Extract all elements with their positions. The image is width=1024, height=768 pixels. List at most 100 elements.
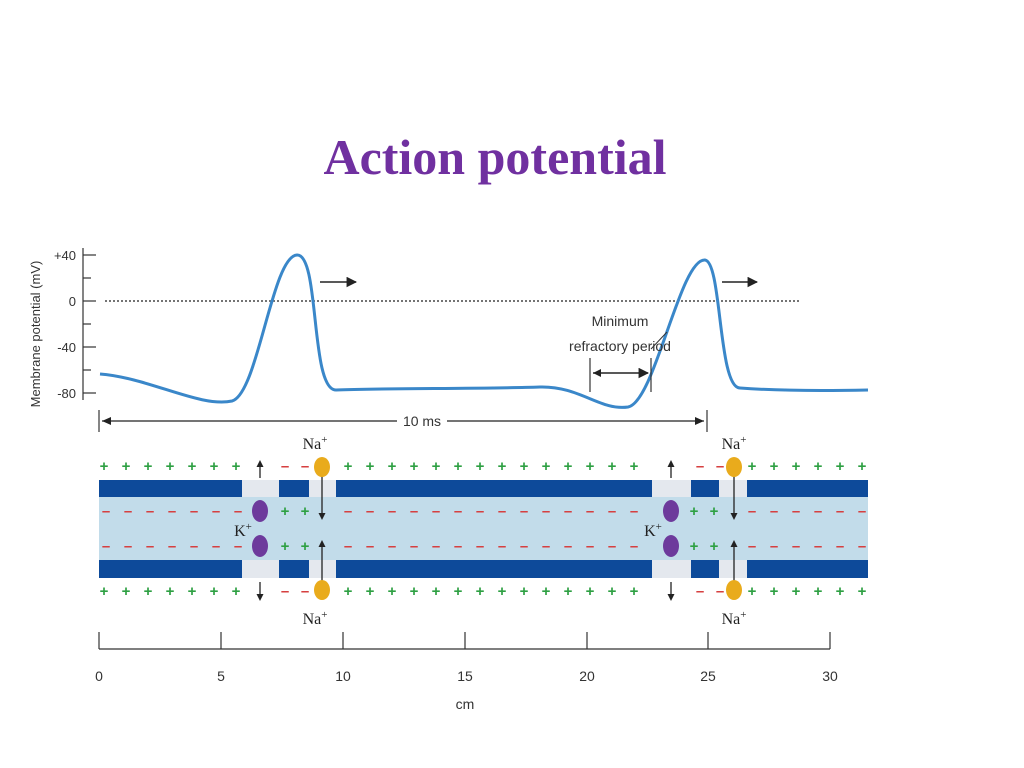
positive-charge: +	[301, 538, 310, 555]
positive-charge: +	[498, 583, 507, 600]
distance-tick-0: 0	[95, 668, 103, 684]
positive-charge: +	[210, 458, 219, 475]
negative-charge: –	[344, 503, 352, 520]
na-label-bottom-1: Na+	[303, 609, 328, 628]
positive-charge: +	[792, 583, 801, 600]
negative-charge: –	[770, 538, 778, 555]
positive-charge: +	[498, 458, 507, 475]
negative-charge: –	[608, 503, 616, 520]
na-label-top-2: Na+	[722, 434, 747, 453]
negative-charge: –	[564, 538, 572, 555]
interval-label: 10 ms	[403, 413, 441, 429]
slide-title: Action potential	[323, 129, 667, 185]
positive-charge: +	[454, 458, 463, 475]
distance-tick-15: 15	[457, 668, 473, 684]
positive-charge: +	[814, 458, 823, 475]
negative-charge: –	[792, 503, 800, 520]
refractory-label-line1: Minimum	[592, 313, 649, 329]
negative-charge: –	[281, 458, 289, 475]
negative-charge: –	[168, 538, 176, 555]
positive-charge: +	[710, 538, 719, 555]
negative-charge: –	[102, 538, 110, 555]
positive-charge: +	[432, 458, 441, 475]
negative-charge: –	[748, 538, 756, 555]
negative-charge: –	[454, 503, 462, 520]
axon-diagram: + + + + + + + – – + + + + + + + + + + + + + + – – + + + + + ++ + + + + + + – –…	[99, 434, 868, 628]
negative-charge: –	[366, 503, 374, 520]
k-label-1: K+	[234, 521, 252, 540]
negative-charge: –	[814, 503, 822, 520]
positive-charge: +	[858, 458, 867, 475]
y-tick-label-plus40: +40	[54, 248, 76, 263]
negative-charge: –	[234, 503, 242, 520]
positive-charge: +	[836, 458, 845, 475]
negative-charge: –	[630, 503, 638, 520]
y-axis-label: Membrane potential (mV)	[28, 261, 43, 408]
negative-charge: –	[410, 503, 418, 520]
positive-charge: +	[122, 583, 131, 600]
positive-charge: +	[366, 583, 375, 600]
positive-charge: +	[188, 458, 197, 475]
positive-charge: +	[564, 583, 573, 600]
positive-charge: +	[100, 583, 109, 600]
negative-charge: –	[858, 538, 866, 555]
negative-charge: –	[586, 503, 594, 520]
distance-tick-20: 20	[579, 668, 595, 684]
positive-charge: +	[770, 583, 779, 600]
negative-charge: –	[190, 538, 198, 555]
positive-charge: +	[144, 583, 153, 600]
negative-charge: –	[498, 503, 506, 520]
negative-charge: –	[520, 503, 528, 520]
positive-charge: +	[520, 583, 529, 600]
positive-charge: +	[792, 458, 801, 475]
negative-charge: –	[190, 503, 198, 520]
positive-charge: +	[836, 583, 845, 600]
negative-charge: –	[212, 538, 220, 555]
ion-channels	[242, 480, 747, 578]
positive-charge: +	[564, 458, 573, 475]
positive-charge: +	[388, 583, 397, 600]
negative-charge: –	[124, 503, 132, 520]
na-label-bottom-2: Na+	[722, 609, 747, 628]
positive-charge: +	[748, 458, 757, 475]
positive-charge: +	[520, 458, 529, 475]
negative-charge: –	[836, 538, 844, 555]
distance-tick-30: 30	[822, 668, 838, 684]
positive-charge: +	[710, 503, 719, 520]
negative-charge: –	[454, 538, 462, 555]
negative-charge: –	[432, 503, 440, 520]
y-tick-label-0: 0	[69, 294, 76, 309]
y-tick-label-minus80: -80	[57, 386, 76, 401]
negative-charge: –	[520, 538, 528, 555]
negative-charge: –	[432, 538, 440, 555]
negative-charge: –	[476, 538, 484, 555]
positive-charge: +	[690, 538, 699, 555]
positive-charge: +	[232, 583, 241, 600]
positive-charge: +	[281, 503, 290, 520]
na-label-top-1: Na+	[303, 434, 328, 453]
negative-charge: –	[344, 538, 352, 555]
membrane-bottom	[99, 560, 868, 578]
positive-charge: +	[630, 583, 639, 600]
ion-flux-arrows	[256, 460, 738, 601]
negative-charge: –	[388, 503, 396, 520]
distance-tick-10: 10	[335, 668, 351, 684]
positive-charge: +	[476, 458, 485, 475]
negative-charge: –	[814, 538, 822, 555]
positive-charge: +	[410, 583, 419, 600]
membrane-top	[99, 480, 868, 497]
negative-charge: –	[212, 503, 220, 520]
membrane-potential-graph: Membrane potential (mV) +40 0 -40 -80 Mi…	[28, 248, 869, 432]
positive-charge: +	[814, 583, 823, 600]
negative-charge: –	[858, 503, 866, 520]
positive-charge: +	[388, 458, 397, 475]
positive-charge: +	[690, 503, 699, 520]
membrane-charges: + + + + + + + – – + + + + + + + + + + + + + + – – + + + + + ++ + + + + + + – –…	[100, 458, 867, 600]
distance-axis-ticks	[98, 632, 831, 649]
membrane-potential-trace	[99, 253, 869, 409]
positive-charge: +	[166, 458, 175, 475]
positive-charge: +	[301, 503, 310, 520]
positive-charge: +	[586, 458, 595, 475]
negative-charge: –	[586, 538, 594, 555]
distance-tick-25: 25	[700, 668, 716, 684]
